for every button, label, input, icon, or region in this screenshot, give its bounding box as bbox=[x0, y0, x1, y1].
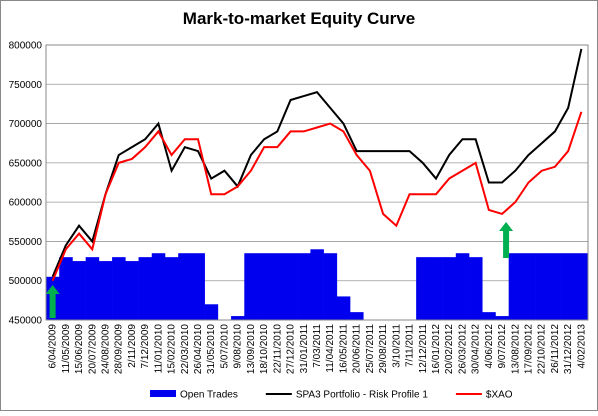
x-tick-label: 31/12/2012 bbox=[563, 324, 574, 374]
line bbox=[51, 111, 583, 282]
bar bbox=[72, 261, 86, 320]
x-tick-label: 11/04/2011 bbox=[325, 324, 336, 373]
x-tick-label: 28/09/2009 bbox=[114, 324, 125, 374]
x-tick-label: 15/06/2009 bbox=[74, 324, 85, 374]
legend-swatch bbox=[150, 390, 176, 397]
bar bbox=[283, 253, 298, 320]
bar bbox=[191, 253, 205, 320]
bar bbox=[164, 257, 179, 320]
bar bbox=[323, 253, 338, 320]
x-tick-label: 30/04/2012 bbox=[471, 324, 482, 374]
y-tick-label: 500000 bbox=[9, 276, 43, 287]
y-tick-label: 450000 bbox=[9, 316, 43, 327]
x-tick-label: 26/03/2012 bbox=[457, 324, 468, 374]
bar bbox=[98, 261, 113, 320]
x-tick-label: 5/07/2010 bbox=[219, 324, 230, 369]
y-tick-label: 800000 bbox=[9, 41, 43, 52]
legend-label: $XAO bbox=[486, 390, 513, 401]
bar bbox=[574, 253, 589, 320]
x-tick-label: 20/02/2012 bbox=[444, 324, 455, 374]
x-tick-label: 4/06/2012 bbox=[484, 324, 495, 369]
bar bbox=[59, 257, 73, 320]
bar bbox=[151, 253, 166, 320]
bar bbox=[257, 253, 272, 320]
bar bbox=[455, 253, 470, 320]
x-tick-label: 17/09/2012 bbox=[524, 324, 535, 374]
bar bbox=[270, 253, 285, 320]
bar bbox=[495, 316, 509, 320]
x-tick-label: 25/07/2011 bbox=[365, 324, 376, 374]
x-tick-label: 7/03/2011 bbox=[312, 324, 323, 368]
x-tick-label: 22/11/2010 bbox=[272, 324, 283, 374]
x-tick-label: 20/06/2011 bbox=[352, 324, 363, 374]
legend-label: Open Trades bbox=[180, 390, 238, 401]
bar bbox=[429, 257, 443, 320]
x-tick-label: 22/03/2010 bbox=[180, 324, 191, 374]
y-tick-label: 700000 bbox=[9, 119, 43, 130]
bar bbox=[138, 257, 153, 320]
bar bbox=[535, 253, 549, 320]
bar bbox=[482, 312, 496, 320]
x-tick-label: 24/08/2009 bbox=[100, 324, 111, 374]
bar bbox=[336, 296, 351, 320]
x-tick-label: 7/11/2011 bbox=[405, 324, 416, 367]
bar bbox=[561, 253, 576, 320]
x-tick-label: 11/01/2010 bbox=[153, 324, 164, 374]
bar bbox=[508, 253, 523, 320]
x-tick-label: 9/07/2012 bbox=[497, 324, 508, 369]
bar bbox=[442, 257, 457, 320]
bar bbox=[204, 304, 219, 320]
x-tick-label: 9/08/2010 bbox=[233, 324, 244, 369]
x-tick-label: 16/05/2011 bbox=[338, 324, 349, 374]
bar bbox=[469, 257, 483, 320]
y-tick-label: 550000 bbox=[9, 237, 43, 248]
x-tick-label: 26/11/2012 bbox=[550, 324, 561, 374]
x-tick-label: 16/01/2012 bbox=[431, 324, 442, 374]
y-tick-label: 650000 bbox=[9, 158, 43, 169]
y-tick-label: 750000 bbox=[9, 80, 43, 91]
x-tick-label: 3/10/2011 bbox=[391, 324, 402, 368]
x-tick-label: 26/04/2010 bbox=[193, 324, 204, 374]
bar bbox=[548, 253, 562, 320]
bar bbox=[350, 312, 364, 320]
x-tick-label: 7/12/2009 bbox=[140, 324, 151, 369]
x-tick-label: 20/07/2009 bbox=[87, 324, 98, 374]
bar bbox=[521, 253, 536, 320]
x-tick-label: 31/05/2010 bbox=[206, 324, 217, 374]
x-tick-label: 13/08/2012 bbox=[510, 324, 521, 374]
bar bbox=[85, 257, 100, 320]
x-tick-label: 11/05/2009 bbox=[61, 324, 72, 374]
x-tick-label: 12/12/2011 bbox=[418, 324, 429, 374]
bar bbox=[310, 249, 324, 320]
bar bbox=[297, 253, 311, 320]
bar bbox=[231, 316, 245, 320]
x-tick-label: 22/10/2012 bbox=[537, 324, 548, 374]
line bbox=[51, 48, 583, 278]
x-tick-label: 4/02/2013 bbox=[576, 324, 587, 369]
bar bbox=[125, 261, 139, 320]
bar bbox=[416, 257, 430, 320]
x-tick-label: 6/04/2009 bbox=[48, 324, 59, 369]
x-tick-label: 27/12/2010 bbox=[286, 324, 297, 374]
bar bbox=[178, 253, 192, 320]
bar bbox=[244, 253, 258, 320]
x-tick-label: 2/11/2009 bbox=[127, 324, 138, 368]
arrow bbox=[45, 285, 60, 318]
x-tick-label: 29/08/2011 bbox=[378, 324, 389, 374]
chart-title: Mark-to-market Equity Curve bbox=[183, 9, 415, 28]
plot-border bbox=[45, 44, 589, 321]
x-tick-label: 18/10/2010 bbox=[259, 324, 270, 374]
legend-label: SPA3 Portfolio - Risk Profile 1 bbox=[296, 390, 429, 401]
y-tick-label: 600000 bbox=[9, 198, 43, 209]
bar bbox=[112, 257, 126, 320]
x-tick-label: 31/01/2011 bbox=[299, 324, 310, 374]
arrow bbox=[499, 222, 514, 258]
x-tick-label: 13/09/2010 bbox=[246, 324, 257, 374]
x-tick-label: 15/02/2010 bbox=[167, 324, 178, 374]
